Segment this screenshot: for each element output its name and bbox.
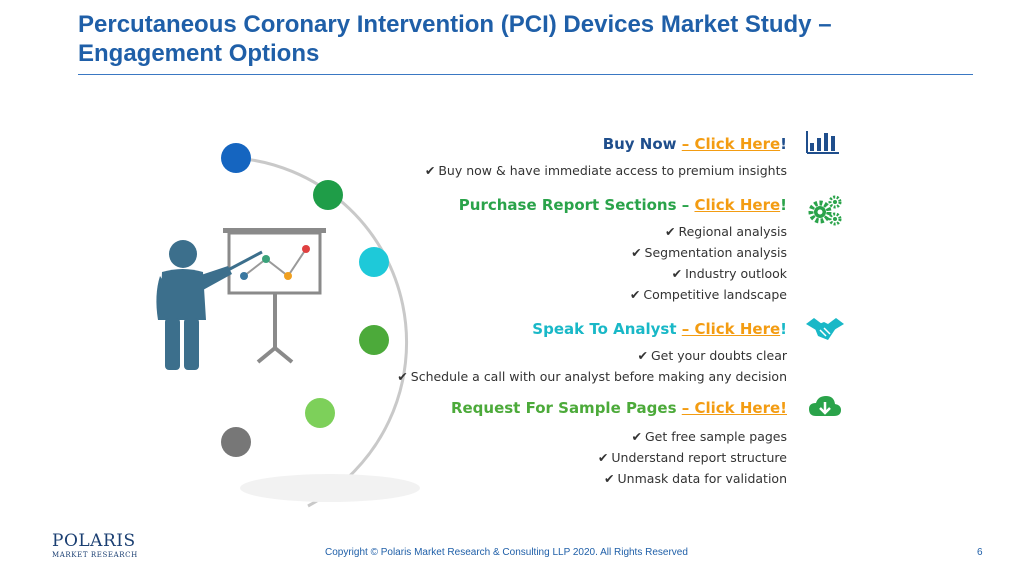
logo-name: POLARIS <box>52 531 136 551</box>
bar-chart-icon <box>806 131 839 154</box>
title-line-1: Percutaneous Coronary Intervention (PCI)… <box>78 11 832 38</box>
sample-label: Request For Sample Pages <box>450 399 682 417</box>
sample-bullet-1: ✔ Get free sample pages <box>631 429 787 445</box>
buy-now-suffix: ! <box>780 135 787 153</box>
analyst-bullet-2: ✔ Schedule a call with our analyst before… <box>397 369 787 385</box>
floor-shadow <box>240 474 420 502</box>
buy-now-label: Buy Now <box>602 135 682 153</box>
step-dot-6 <box>221 427 251 457</box>
check-icon: ✔ <box>631 429 642 444</box>
polaris-logo: POLARIS MARKET RESEARCH <box>52 532 138 560</box>
bullet-text: Segmentation analysis <box>644 245 787 260</box>
sample-pages-heading: Request For Sample Pages – Click Here! <box>451 398 787 418</box>
bullet-text: Regional analysis <box>678 224 787 239</box>
gears-icon <box>808 195 842 226</box>
check-icon: ✔ <box>631 245 642 260</box>
title-line-2: Engagement Options <box>78 40 320 67</box>
check-icon: ✔ <box>665 224 676 239</box>
easel <box>223 228 326 364</box>
purchase-bullet-3: ✔ Industry outlook <box>672 266 787 282</box>
sample-bullet-3: ✔ Unmask data for validation <box>604 471 787 487</box>
logo-subtitle: MARKET RESEARCH <box>52 551 138 559</box>
bullet-text: Understand report structure <box>611 450 787 465</box>
page-title: Percutaneous Coronary Intervention (PCI)… <box>78 10 978 68</box>
handshake-icon <box>806 318 844 340</box>
check-icon: ✔ <box>671 266 683 281</box>
timeline-arc <box>235 156 409 508</box>
buy-bullet-1: ✔ Buy now & have immediate access to prem… <box>425 163 787 179</box>
analyst-link[interactable]: – Click Here <box>681 320 781 338</box>
analyst-suffix: ! <box>780 320 787 338</box>
bullet-text: Competitive landscape <box>643 287 787 302</box>
bullet-text: Unmask data for validation <box>617 471 787 486</box>
check-icon: ✔ <box>424 163 436 178</box>
purchase-link[interactable]: Click Here <box>694 196 781 214</box>
bullet-text: Industry outlook <box>685 266 787 281</box>
buy-now-link[interactable]: – Click Here <box>681 135 781 153</box>
title-divider <box>78 74 973 75</box>
page-number: 6 <box>977 547 983 558</box>
bullet-text: Buy now & have immediate access to premi… <box>438 163 787 178</box>
check-icon: ✔ <box>629 287 641 302</box>
purchase-bullet-4: ✔ Competitive landscape <box>630 287 787 303</box>
purchase-label: Purchase Report Sections – <box>458 196 695 214</box>
bullet-text: Get your doubts clear <box>651 348 787 363</box>
sample-link[interactable]: – Click Here! <box>681 399 787 417</box>
step-dot-2 <box>313 180 343 210</box>
step-dot-3 <box>359 247 389 277</box>
sample-bullet-2: ✔ Understand report structure <box>598 450 787 466</box>
cloud-download-icon <box>809 396 841 416</box>
step-dot-5 <box>305 398 335 428</box>
check-icon: ✔ <box>604 471 615 486</box>
step-dot-4 <box>359 325 389 355</box>
presenter-figure <box>156 240 263 370</box>
purchase-bullet-1: ✔ Regional analysis <box>665 224 787 240</box>
buy-now-heading: Buy Now – Click Here! <box>603 134 787 154</box>
check-icon: ✔ <box>637 348 648 363</box>
analyst-label: Speak To Analyst <box>532 320 682 338</box>
speak-to-analyst-heading: Speak To Analyst – Click Here! <box>532 319 787 339</box>
bullet-text: Get free sample pages <box>644 429 787 444</box>
step-dot-1 <box>221 143 251 173</box>
bullet-text: Schedule a call with our analyst before … <box>410 369 787 384</box>
purchase-suffix: ! <box>780 196 787 214</box>
check-icon: ✔ <box>397 369 408 384</box>
purchase-bullet-2: ✔ Segmentation analysis <box>631 245 787 261</box>
analyst-bullet-1: ✔ Get your doubts clear <box>638 348 787 364</box>
purchase-sections-heading: Purchase Report Sections – Click Here! <box>459 195 787 215</box>
copyright-footer: Copyright © Polaris Market Research & Co… <box>325 547 688 558</box>
check-icon: ✔ <box>597 450 609 465</box>
